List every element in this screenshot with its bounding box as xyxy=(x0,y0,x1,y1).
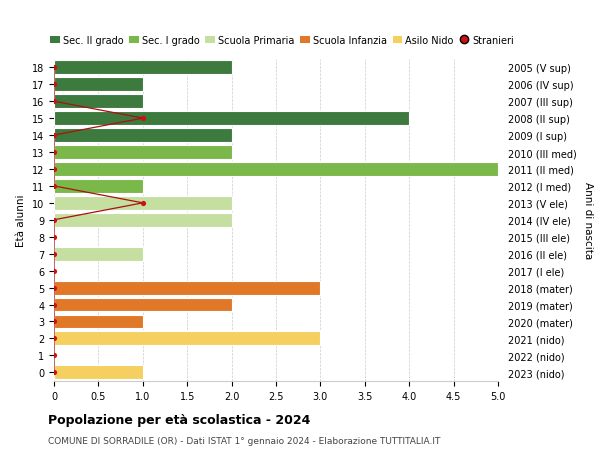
Bar xyxy=(54,162,498,177)
Bar xyxy=(54,332,320,346)
Point xyxy=(49,318,59,325)
Point xyxy=(49,98,59,106)
Bar xyxy=(54,95,143,109)
Bar xyxy=(54,61,232,75)
Point xyxy=(49,217,59,224)
Text: Popolazione per età scolastica - 2024: Popolazione per età scolastica - 2024 xyxy=(48,413,310,426)
Point xyxy=(49,81,59,89)
Bar xyxy=(54,281,320,295)
Bar xyxy=(54,315,143,329)
Point xyxy=(49,369,59,376)
Point xyxy=(138,115,148,123)
Point xyxy=(138,200,148,207)
Bar xyxy=(54,112,409,126)
Bar xyxy=(54,365,143,380)
Point xyxy=(49,64,59,72)
Bar xyxy=(54,78,143,92)
Y-axis label: Età alunni: Età alunni xyxy=(16,194,26,246)
Legend: Sec. II grado, Sec. I grado, Scuola Primaria, Scuola Infanzia, Asilo Nido, Stran: Sec. II grado, Sec. I grado, Scuola Prim… xyxy=(50,36,514,45)
Bar xyxy=(54,298,232,312)
Point xyxy=(49,268,59,275)
Y-axis label: Anni di nascita: Anni di nascita xyxy=(583,182,593,259)
Point xyxy=(49,251,59,258)
Bar xyxy=(54,179,143,193)
Point xyxy=(49,284,59,291)
Point xyxy=(49,183,59,190)
Bar xyxy=(54,146,232,160)
Point xyxy=(49,352,59,359)
Bar xyxy=(54,129,232,143)
Point xyxy=(49,132,59,140)
Point xyxy=(49,234,59,241)
Bar xyxy=(54,196,232,210)
Bar xyxy=(54,247,143,261)
Bar xyxy=(54,213,232,227)
Point xyxy=(49,301,59,308)
Point xyxy=(49,166,59,173)
Point xyxy=(49,335,59,342)
Text: COMUNE DI SORRADILE (OR) - Dati ISTAT 1° gennaio 2024 - Elaborazione TUTTITALIA.: COMUNE DI SORRADILE (OR) - Dati ISTAT 1°… xyxy=(48,436,440,445)
Point xyxy=(49,149,59,157)
